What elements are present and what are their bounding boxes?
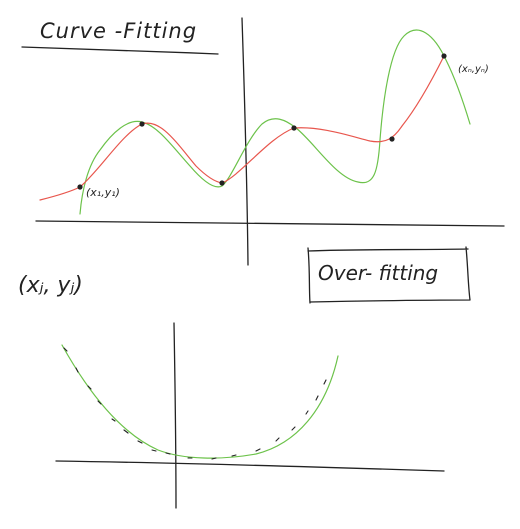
top-vertical-axis <box>241 17 249 266</box>
general-point-label: (xⱼ, yⱼ) <box>18 273 83 298</box>
data-point <box>389 136 395 142</box>
data-point <box>441 53 447 59</box>
data-point <box>139 121 145 127</box>
last-point-label: (xₙ,yₙ) <box>458 64 489 75</box>
data-point <box>291 125 297 131</box>
bottom-vertical-axis <box>173 322 177 509</box>
over-fitting-box <box>307 246 471 304</box>
smooth-fit-curve <box>61 344 339 459</box>
data-point <box>77 184 83 190</box>
data-point <box>219 180 225 186</box>
title-underline <box>21 46 219 55</box>
first-point-label: (x₁,y₁) <box>86 186 120 199</box>
fitted-curve <box>39 55 445 201</box>
bottom-horizontal-axis <box>55 460 445 472</box>
top-horizontal-axis <box>35 220 505 227</box>
overfit-curve <box>79 29 471 215</box>
sample-points <box>63 347 327 460</box>
over-fitting-title: Over- fitting <box>318 261 438 285</box>
curve-fitting-title: Curve -Fitting <box>40 19 197 43</box>
